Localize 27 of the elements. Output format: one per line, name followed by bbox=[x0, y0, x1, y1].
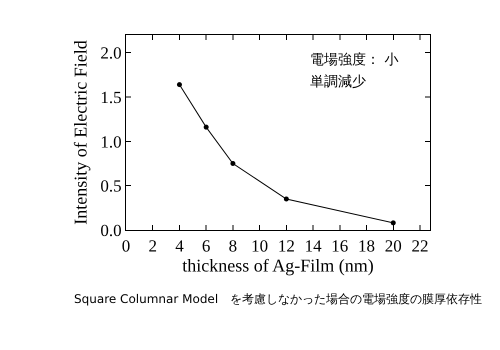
x-tick-label: 12 bbox=[278, 236, 295, 256]
point bbox=[204, 124, 209, 130]
point bbox=[284, 196, 289, 202]
y-tick-label: 2.0 bbox=[100, 44, 122, 63]
x-tick-label: 20 bbox=[384, 236, 402, 256]
x-tick-label: 6 bbox=[202, 236, 210, 256]
x-tick-label: 14 bbox=[304, 236, 322, 256]
x-tick-label: 8 bbox=[228, 236, 238, 256]
y-tick-label: 0.5 bbox=[100, 176, 122, 196]
x-tick-label: 10 bbox=[251, 236, 268, 256]
x-tick-label: 4 bbox=[175, 236, 184, 256]
x-tick-label: 16 bbox=[331, 236, 348, 256]
y-axis-title: Intensity of Electric Field bbox=[70, 40, 91, 225]
y-tick-label: 1.5 bbox=[100, 88, 122, 107]
x-tick-label: 0 bbox=[122, 236, 130, 256]
point bbox=[390, 220, 396, 226]
y-tick-label: 0.0 bbox=[100, 220, 122, 240]
y-tick-label: 1.0 bbox=[100, 132, 122, 152]
x-tick-label: 22 bbox=[411, 236, 428, 256]
annotation: 電場強度： 小 bbox=[310, 52, 398, 68]
x-axis-title: thickness of Ag-Film (nm) bbox=[182, 256, 374, 276]
x-tick-label: 18 bbox=[358, 236, 376, 256]
annotation: 単調減少 bbox=[310, 74, 366, 90]
text: Square Columnar Model を考慮しなかった場合の電場強度の膜厚依存性 bbox=[74, 292, 482, 306]
point bbox=[176, 82, 182, 88]
point bbox=[230, 161, 236, 166]
x-tick-label: 2 bbox=[148, 236, 157, 256]
